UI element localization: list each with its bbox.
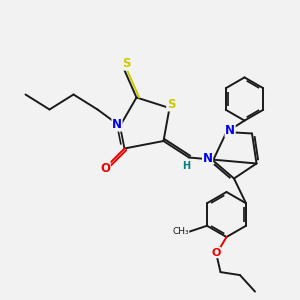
Text: N: N bbox=[112, 118, 122, 131]
Text: S: S bbox=[122, 57, 130, 70]
Text: N: N bbox=[225, 124, 235, 137]
Text: O: O bbox=[211, 248, 221, 258]
Text: H: H bbox=[182, 161, 190, 171]
Text: N: N bbox=[202, 152, 213, 166]
Text: CH₃: CH₃ bbox=[172, 227, 189, 236]
Text: S: S bbox=[167, 98, 175, 111]
Text: O: O bbox=[100, 161, 110, 175]
